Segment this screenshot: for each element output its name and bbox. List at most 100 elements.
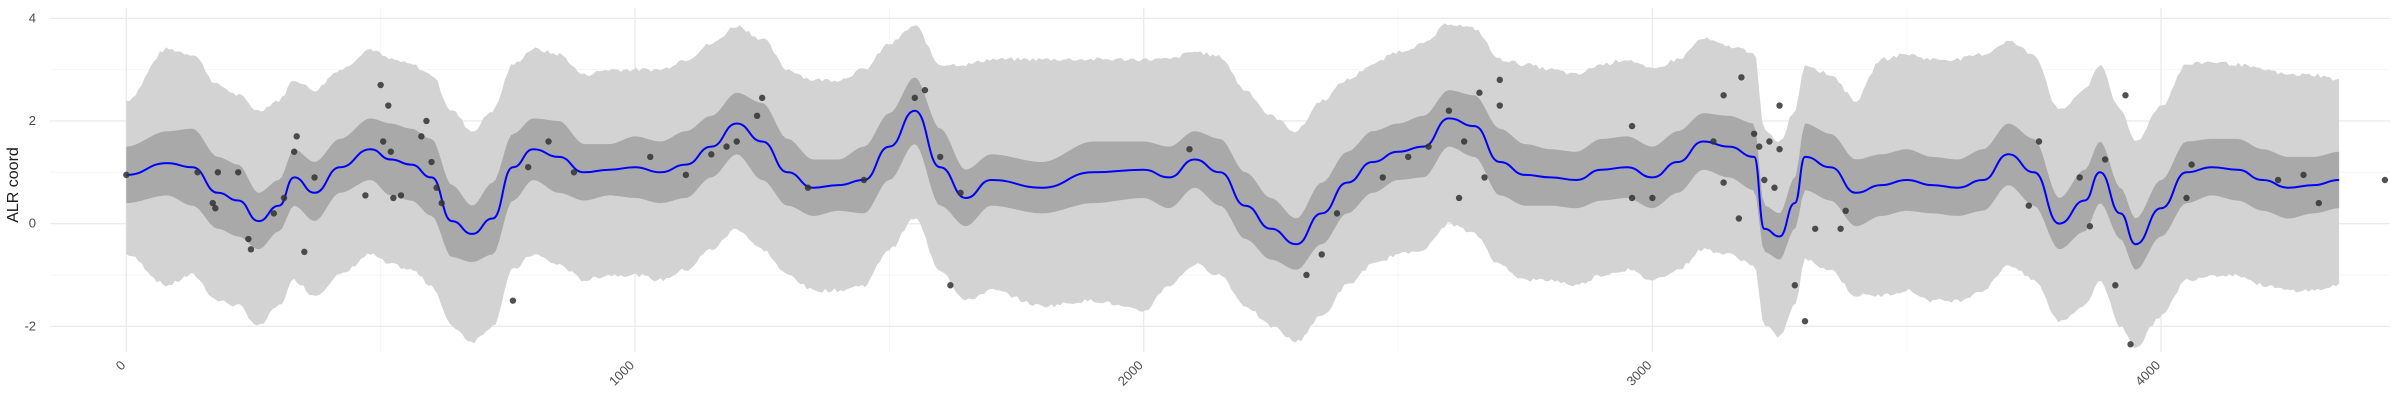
data-point xyxy=(937,153,944,161)
y-tick-label: 4 xyxy=(29,10,36,25)
data-point xyxy=(2025,202,2033,209)
data-point xyxy=(1455,194,1463,202)
data-point xyxy=(1333,210,1341,217)
data-point xyxy=(911,94,918,102)
data-point xyxy=(2122,92,2129,99)
data-point xyxy=(1476,89,1483,96)
mean-line-group xyxy=(126,109,2340,246)
data-point xyxy=(209,199,216,207)
data-point xyxy=(2127,341,2134,348)
data-point xyxy=(1811,225,1819,232)
data-point xyxy=(1776,102,1783,109)
data-point xyxy=(1837,225,1844,232)
data-point xyxy=(2274,176,2282,184)
data-point xyxy=(235,169,242,176)
data-point xyxy=(387,148,395,155)
data-point xyxy=(1649,194,1656,202)
data-point xyxy=(194,169,201,176)
data-point xyxy=(1771,184,1778,191)
y-axis: -2 0 2 4 xyxy=(24,10,36,333)
y-axis-title: ALR coord xyxy=(5,147,22,223)
data-point xyxy=(1842,207,1849,215)
data-point xyxy=(301,248,308,256)
data-point xyxy=(1481,174,1488,181)
x-tick-label: 3000 xyxy=(1623,358,1654,389)
data-point xyxy=(2315,199,2322,207)
data-point xyxy=(2076,174,2083,181)
data-point xyxy=(123,171,130,179)
data-point xyxy=(1756,143,1763,150)
data-point xyxy=(2300,171,2307,179)
data-point xyxy=(708,151,715,158)
data-point xyxy=(245,235,252,243)
data-point xyxy=(682,171,690,179)
data-point xyxy=(1766,138,1773,145)
data-point xyxy=(2381,176,2389,184)
data-point xyxy=(362,192,369,199)
observations xyxy=(123,74,2389,348)
data-point xyxy=(1801,317,1809,325)
data-point xyxy=(1460,138,1468,145)
data-point xyxy=(2086,223,2094,230)
y-tick-label: 2 xyxy=(29,113,36,128)
data-point xyxy=(1761,176,1768,184)
data-point xyxy=(1628,194,1636,202)
data-point xyxy=(311,174,318,181)
data-point xyxy=(290,148,298,155)
data-point xyxy=(957,189,964,197)
bands xyxy=(126,23,2340,349)
y-tick-label: -2 xyxy=(24,318,36,333)
data-point xyxy=(570,169,578,176)
data-point xyxy=(2112,282,2119,289)
data-point xyxy=(1379,174,1386,181)
data-point xyxy=(1776,145,1783,153)
x-tick-label: 1000 xyxy=(606,358,637,389)
data-point xyxy=(418,133,425,140)
data-point xyxy=(758,94,766,102)
data-point xyxy=(1318,251,1325,258)
data-point xyxy=(280,194,288,202)
data-point xyxy=(293,133,300,140)
data-point xyxy=(390,194,397,202)
data-point xyxy=(1496,102,1503,109)
data-point xyxy=(1750,130,1758,137)
data-point xyxy=(214,169,222,176)
data-point xyxy=(1628,122,1636,130)
data-point xyxy=(2035,138,2043,145)
data-point xyxy=(921,86,929,94)
data-point xyxy=(385,102,392,109)
data-point xyxy=(1791,282,1799,289)
data-point xyxy=(1496,76,1503,84)
data-point xyxy=(2188,161,2195,168)
data-point xyxy=(428,158,435,166)
data-point xyxy=(753,112,761,120)
data-point xyxy=(1710,138,1717,145)
data-point xyxy=(2183,194,2190,202)
x-axis: 0 1000 2000 3000 4000 xyxy=(113,358,2164,389)
data-point xyxy=(397,192,405,199)
data-point xyxy=(860,176,868,184)
data-point xyxy=(270,210,278,217)
data-point xyxy=(1186,145,1193,153)
data-point xyxy=(723,143,730,150)
data-point xyxy=(377,81,384,89)
data-point xyxy=(1738,74,1745,81)
data-point xyxy=(1405,153,1412,161)
data-point xyxy=(379,138,387,145)
data-point xyxy=(804,184,812,191)
y-tick-label: 0 xyxy=(29,216,36,231)
data-point xyxy=(2101,156,2109,163)
data-point xyxy=(1445,107,1453,114)
data-point xyxy=(733,138,740,145)
data-point xyxy=(1425,143,1432,150)
data-point xyxy=(1720,179,1727,186)
data-point xyxy=(647,153,654,161)
data-point xyxy=(1735,215,1743,222)
x-tick-label: 0 xyxy=(113,358,129,374)
mean-line xyxy=(126,109,2340,246)
data-point xyxy=(433,184,440,191)
x-tick-label: 2000 xyxy=(1115,358,1146,389)
data-point xyxy=(1720,92,1727,99)
data-point xyxy=(524,163,532,171)
